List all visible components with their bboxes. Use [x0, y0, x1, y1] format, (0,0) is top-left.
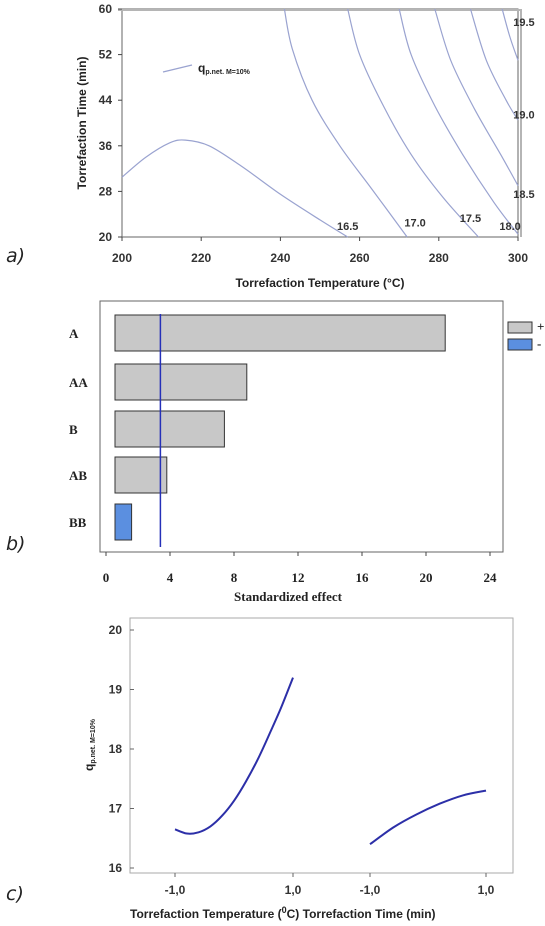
x-tick-label: 300	[508, 251, 528, 265]
contour-labels: 16.5 17.0 17.5 18.0 18.5 19.0 19.5	[337, 17, 535, 233]
x-tick-label: 4	[167, 570, 174, 585]
contour-chart-a: 16.5 17.0 17.5 18.0 18.5 19.0 19.5 200 220 240 26…	[75, 2, 535, 290]
x-axis-title: Torrefaction Temperature (0C) Torrefacti…	[130, 905, 436, 921]
y-axis-title: qp.net. M=10%	[82, 718, 97, 771]
y-tick-label: 20	[109, 623, 123, 637]
frame-shadow-right	[520, 9, 522, 237]
y-tick-label: 36	[99, 139, 113, 153]
panel-label-c: c)	[6, 883, 24, 905]
y-axis-ticks: 16 17 18 19 20	[109, 623, 134, 875]
y-tick-label: 17	[109, 802, 123, 816]
panel-label-a: a)	[6, 245, 25, 267]
legend-label: +	[537, 319, 544, 334]
x-tick-label: 20	[420, 570, 433, 585]
category-label: B	[69, 422, 78, 437]
contour-line	[398, 8, 519, 235]
x-axis-title: Standardized effect	[234, 589, 343, 604]
x-tick-label: -1,0	[360, 883, 381, 897]
bar	[114, 363, 248, 401]
panel-label-b: b)	[6, 533, 25, 555]
legend-label: -	[537, 336, 541, 351]
main-effect-line	[174, 677, 294, 835]
contour-line	[347, 8, 479, 238]
y-tick-label: 44	[99, 93, 113, 107]
contour-line	[121, 139, 349, 238]
legend-line	[162, 64, 193, 73]
x-axis-ticks: 200 220 240 260 280 300	[112, 237, 528, 265]
contour-label: 18.5	[513, 189, 534, 201]
category-label: AA	[69, 375, 88, 390]
contour-plot-frame	[121, 8, 519, 238]
contour-line	[283, 8, 408, 238]
y-axis-ticks: 20 28 36 44 52 60	[99, 2, 122, 244]
x-tick-label: 200	[112, 251, 132, 265]
y-tick-label: 52	[99, 48, 113, 62]
contour-label: 16.5	[337, 221, 358, 233]
legend-swatch	[507, 338, 533, 351]
bar	[114, 314, 446, 352]
x-tick-label: 12	[292, 570, 305, 585]
x-axis-ticks: 0 4 8 12 16 20 24	[103, 552, 497, 585]
bar	[114, 410, 225, 448]
bars	[114, 314, 446, 541]
main-effect-lines	[174, 677, 487, 846]
y-tick-label: 60	[99, 2, 113, 16]
y-tick-label: 20	[99, 230, 113, 244]
contour-label: 19.0	[513, 109, 534, 121]
y-tick-label: 28	[99, 184, 113, 198]
x-tick-label: 220	[191, 251, 211, 265]
frame-shadow-top	[118, 9, 522, 11]
y-axis-title: Torrefaction Time (min)	[75, 57, 89, 190]
x-tick-label: 8	[231, 570, 238, 585]
category-label: AB	[69, 468, 87, 483]
x-axis-ticks: -1,0 1,0 -1,0 1,0	[165, 873, 495, 897]
x-tick-label: 0	[103, 570, 110, 585]
legend: +-	[507, 319, 544, 351]
contour-label: 19.5	[513, 17, 534, 29]
x-tick-label: 1,0	[285, 883, 302, 897]
bar	[114, 503, 133, 541]
x-tick-label: 240	[270, 251, 290, 265]
y-tick-label: 19	[109, 683, 123, 697]
bar	[114, 456, 168, 494]
x-tick-label: 24	[484, 570, 498, 585]
contour-label: 17.5	[460, 213, 481, 225]
legend-label: qp.net. M=10%	[198, 61, 251, 76]
x-tick-label: 280	[429, 251, 449, 265]
x-axis-title: Torrefaction Temperature (°C)	[235, 276, 404, 290]
main-effects-plot-frame	[129, 617, 514, 874]
contour-label: 17.0	[404, 218, 425, 230]
x-tick-label: 16	[356, 570, 370, 585]
main-effect-line	[369, 789, 487, 846]
y-tick-label: 16	[109, 861, 123, 875]
y-tick-label: 18	[109, 742, 123, 756]
x-tick-label: 1,0	[478, 883, 495, 897]
x-tick-label: 260	[350, 251, 370, 265]
contour-line	[434, 8, 519, 186]
contour-label: 18.0	[499, 221, 520, 233]
contour-lines	[121, 8, 519, 238]
category-label: A	[69, 326, 79, 341]
contour-line	[469, 8, 519, 121]
legend-swatch	[507, 321, 533, 334]
contour-line	[501, 8, 519, 61]
x-tick-label: -1,0	[165, 883, 186, 897]
category-label: BB	[69, 515, 87, 530]
